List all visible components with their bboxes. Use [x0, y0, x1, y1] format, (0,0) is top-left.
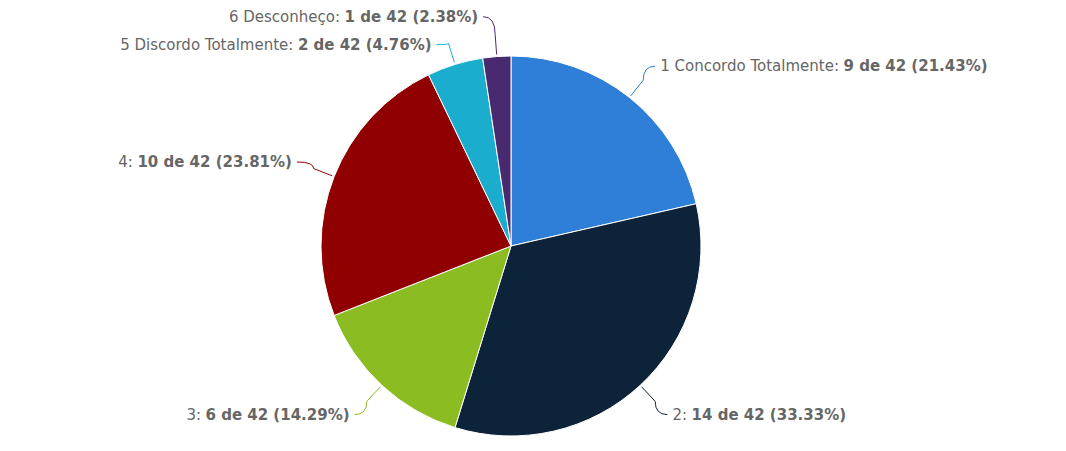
slice — [483, 56, 511, 246]
value-label: 6 de 42 (14.29%) — [205, 406, 349, 424]
category-label: 5 Discordo Totalmente: — [120, 36, 293, 54]
category-label: 6 Desconheço: — [229, 8, 340, 26]
value-label: 14 de 42 (33.33%) — [692, 406, 847, 424]
category-label: 4: — [118, 153, 133, 171]
connector — [642, 387, 668, 415]
connector — [437, 43, 455, 62]
data-label: 2: 14 de 42 (33.33%) — [672, 406, 846, 424]
value-label: 9 de 42 (21.43%) — [843, 57, 987, 75]
connector — [355, 387, 381, 415]
category-label: 3: — [186, 406, 201, 424]
data-label: 3:6 de 42 (14.29%) — [186, 406, 349, 424]
value-label: 2 de 42 (4.76%) — [298, 36, 432, 54]
value-label: 1 de 42 (2.38%) — [345, 8, 479, 26]
pie — [321, 56, 701, 436]
labels: 1 Concordo Totalmente:9 de 42 (21.43%) 2:… — [118, 8, 987, 424]
value-label: 10 de 42 (23.81%) — [137, 153, 292, 171]
data-label: 1 Concordo Totalmente:9 de 42 (21.43%) — [660, 57, 987, 75]
data-label: 6 Desconheço: 1 de 42 (2.38%) — [229, 8, 478, 26]
connector — [483, 17, 496, 55]
connector — [631, 66, 655, 96]
category-label: 2: — [672, 406, 687, 424]
data-label: 5 Discordo Totalmente: 2 de 42 (4.76%) — [120, 36, 431, 54]
chart: 1 Concordo Totalmente:9 de 42 (21.43%) 2:… — [0, 0, 1066, 451]
connector — [297, 162, 332, 176]
category-label: 1 Concordo Totalmente: — [660, 57, 839, 75]
data-label: 4:10 de 42 (23.81%) — [118, 153, 292, 171]
